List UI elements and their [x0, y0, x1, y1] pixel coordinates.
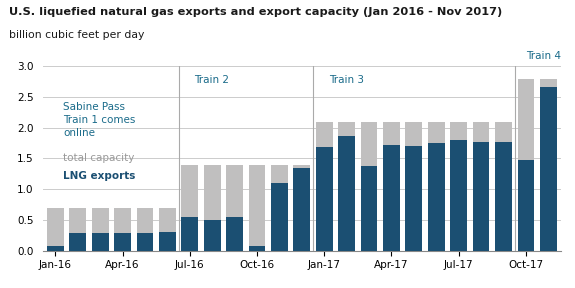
Bar	[182, 217, 198, 251]
Bar	[204, 220, 221, 251]
Bar	[227, 217, 243, 251]
Bar	[92, 233, 109, 251]
Bar	[450, 140, 467, 251]
Bar	[316, 122, 333, 251]
Bar	[159, 232, 176, 251]
Bar	[182, 164, 198, 251]
Text: Train 4: Train 4	[526, 51, 561, 61]
Bar	[428, 122, 444, 251]
Text: LNG exports: LNG exports	[63, 171, 136, 181]
Bar	[383, 122, 400, 251]
Text: Train 2: Train 2	[194, 75, 229, 86]
Bar	[540, 86, 557, 251]
Bar	[518, 79, 534, 251]
Text: Sabine Pass
Train 1 comes
online: Sabine Pass Train 1 comes online	[63, 102, 136, 138]
Text: U.S. liquefied natural gas exports and export capacity (Jan 2016 - Nov 2017): U.S. liquefied natural gas exports and e…	[9, 7, 502, 17]
Bar	[47, 246, 64, 251]
Text: Train 3: Train 3	[329, 75, 364, 86]
Bar	[450, 122, 467, 251]
Bar	[293, 168, 310, 251]
Bar	[383, 145, 400, 251]
Bar	[338, 136, 355, 251]
Bar	[405, 122, 422, 251]
Bar	[518, 160, 534, 251]
Bar	[70, 208, 86, 251]
Bar	[114, 208, 131, 251]
Bar	[473, 122, 489, 251]
Bar	[338, 122, 355, 251]
Bar	[271, 164, 288, 251]
Bar	[361, 122, 377, 251]
Bar	[204, 164, 221, 251]
Bar	[495, 122, 512, 251]
Bar	[248, 246, 266, 251]
Bar	[137, 208, 154, 251]
Bar	[405, 146, 422, 251]
Bar	[137, 233, 154, 251]
Bar	[271, 183, 288, 251]
Text: total capacity: total capacity	[63, 154, 135, 164]
Bar	[316, 147, 333, 251]
Bar	[473, 142, 489, 251]
Bar	[227, 164, 243, 251]
Bar	[428, 143, 444, 251]
Text: billion cubic feet per day: billion cubic feet per day	[9, 30, 144, 40]
Bar	[159, 208, 176, 251]
Bar	[92, 208, 109, 251]
Bar	[248, 164, 266, 251]
Bar	[47, 208, 64, 251]
Bar	[540, 79, 557, 251]
Bar	[114, 233, 131, 251]
Bar	[495, 142, 512, 251]
Bar	[70, 233, 86, 251]
Bar	[361, 166, 377, 251]
Bar	[293, 164, 310, 251]
